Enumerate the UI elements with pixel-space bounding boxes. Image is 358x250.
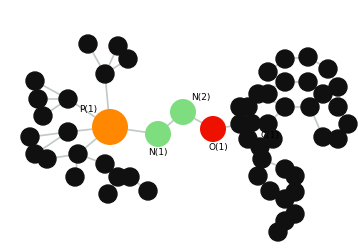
Circle shape: [121, 168, 139, 186]
Circle shape: [259, 116, 277, 134]
Circle shape: [26, 146, 44, 163]
Circle shape: [69, 146, 87, 163]
Circle shape: [139, 182, 157, 200]
Circle shape: [276, 160, 294, 178]
Circle shape: [276, 51, 294, 69]
Circle shape: [96, 156, 114, 173]
Circle shape: [92, 110, 128, 146]
Circle shape: [329, 130, 347, 148]
Circle shape: [38, 150, 56, 168]
Circle shape: [109, 168, 127, 186]
Circle shape: [259, 64, 277, 82]
Circle shape: [200, 116, 226, 142]
Circle shape: [314, 86, 332, 103]
Circle shape: [329, 98, 347, 116]
Circle shape: [145, 122, 171, 148]
Circle shape: [170, 100, 196, 126]
Circle shape: [286, 183, 304, 201]
Circle shape: [59, 124, 77, 142]
Circle shape: [259, 86, 277, 103]
Circle shape: [276, 74, 294, 92]
Text: N(2): N(2): [191, 93, 211, 102]
Circle shape: [26, 73, 44, 91]
Text: P(1): P(1): [79, 105, 97, 114]
Text: N(1): N(1): [148, 148, 168, 157]
Circle shape: [301, 98, 319, 116]
Text: O(1): O(1): [208, 143, 228, 152]
Circle shape: [231, 98, 249, 116]
Circle shape: [29, 91, 47, 108]
Circle shape: [314, 128, 332, 146]
Circle shape: [299, 49, 317, 67]
Circle shape: [286, 167, 304, 185]
Circle shape: [34, 108, 52, 126]
Circle shape: [251, 138, 269, 156]
Circle shape: [249, 86, 267, 103]
Circle shape: [239, 98, 257, 116]
Circle shape: [79, 36, 97, 54]
Circle shape: [339, 116, 357, 134]
Circle shape: [269, 223, 287, 241]
Circle shape: [276, 212, 294, 230]
Circle shape: [264, 130, 282, 148]
Circle shape: [249, 167, 267, 185]
Circle shape: [119, 51, 137, 69]
Circle shape: [253, 150, 271, 168]
Circle shape: [319, 61, 337, 79]
Text: C(1): C(1): [261, 131, 280, 140]
Circle shape: [299, 74, 317, 92]
Circle shape: [66, 168, 84, 186]
Circle shape: [231, 116, 249, 134]
Circle shape: [109, 38, 127, 56]
Circle shape: [243, 114, 261, 132]
Circle shape: [96, 66, 114, 84]
Circle shape: [276, 98, 294, 116]
Circle shape: [329, 79, 347, 96]
Circle shape: [276, 190, 294, 208]
Circle shape: [21, 128, 39, 146]
Circle shape: [59, 91, 77, 108]
Circle shape: [239, 130, 257, 148]
Circle shape: [286, 205, 304, 223]
Circle shape: [261, 182, 279, 200]
Circle shape: [99, 185, 117, 203]
